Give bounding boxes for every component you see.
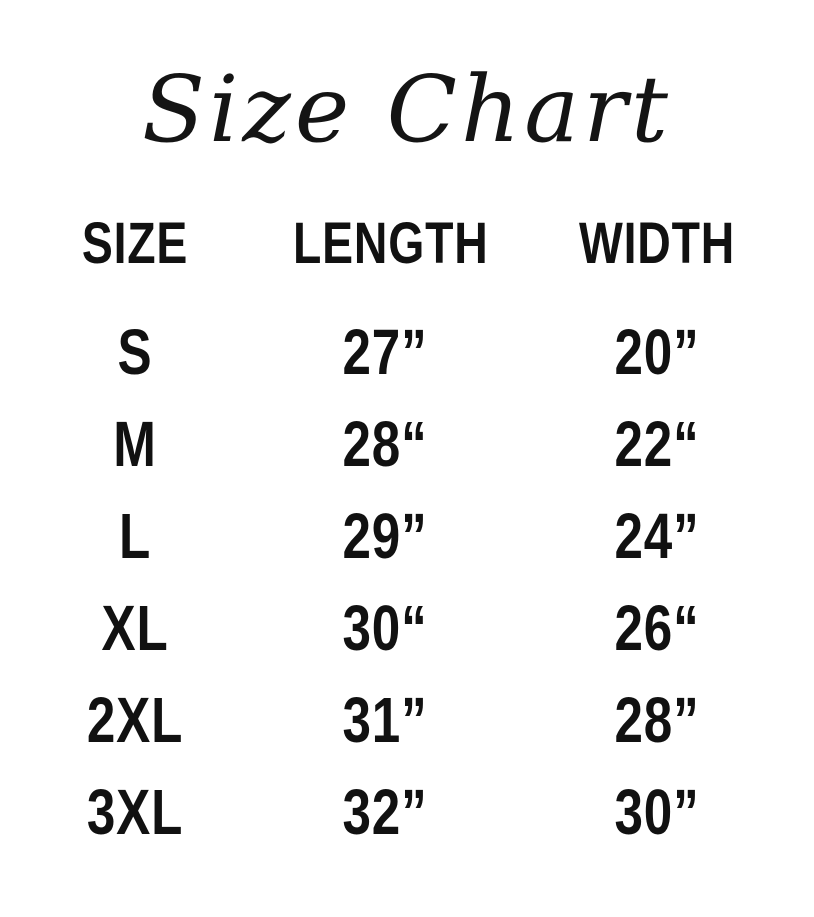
length-value: 29” [342,500,428,572]
size-value: 2XL [86,684,184,756]
width-value: 26“ [614,592,700,664]
width-value: 24” [614,500,700,572]
table-row: XL 30“ 26“ [0,582,814,674]
width-value: 30” [614,776,700,848]
table-row: S 27” 20” [0,306,814,398]
size-value: XL [101,592,169,664]
width-value: 22“ [614,408,700,480]
table-header-row: SIZE LENGTH WIDTH [0,208,814,278]
length-value: 28“ [342,408,428,480]
length-value: 32” [342,776,428,848]
size-table: SIZE LENGTH WIDTH S 27” 20” M 28“ 22“ L … [0,208,814,858]
header-length: LENGTH [293,210,489,276]
table-row: 3XL 32” 30” [0,766,814,858]
table-row: M 28“ 22“ [0,398,814,490]
header-size: SIZE [81,210,189,276]
size-value: 3XL [86,776,184,848]
size-value: L [118,500,152,572]
table-row: 2XL 31” 28” [0,674,814,766]
width-value: 28” [614,684,700,756]
length-value: 27” [342,316,428,388]
size-value: M [113,408,157,480]
width-value: 20” [614,316,700,388]
length-value: 30“ [342,592,428,664]
length-value: 31” [342,684,428,756]
header-width: WIDTH [578,210,736,276]
size-value: S [117,316,153,388]
page-title: Size Chart [141,56,673,163]
table-row: L 29” 24” [0,490,814,582]
